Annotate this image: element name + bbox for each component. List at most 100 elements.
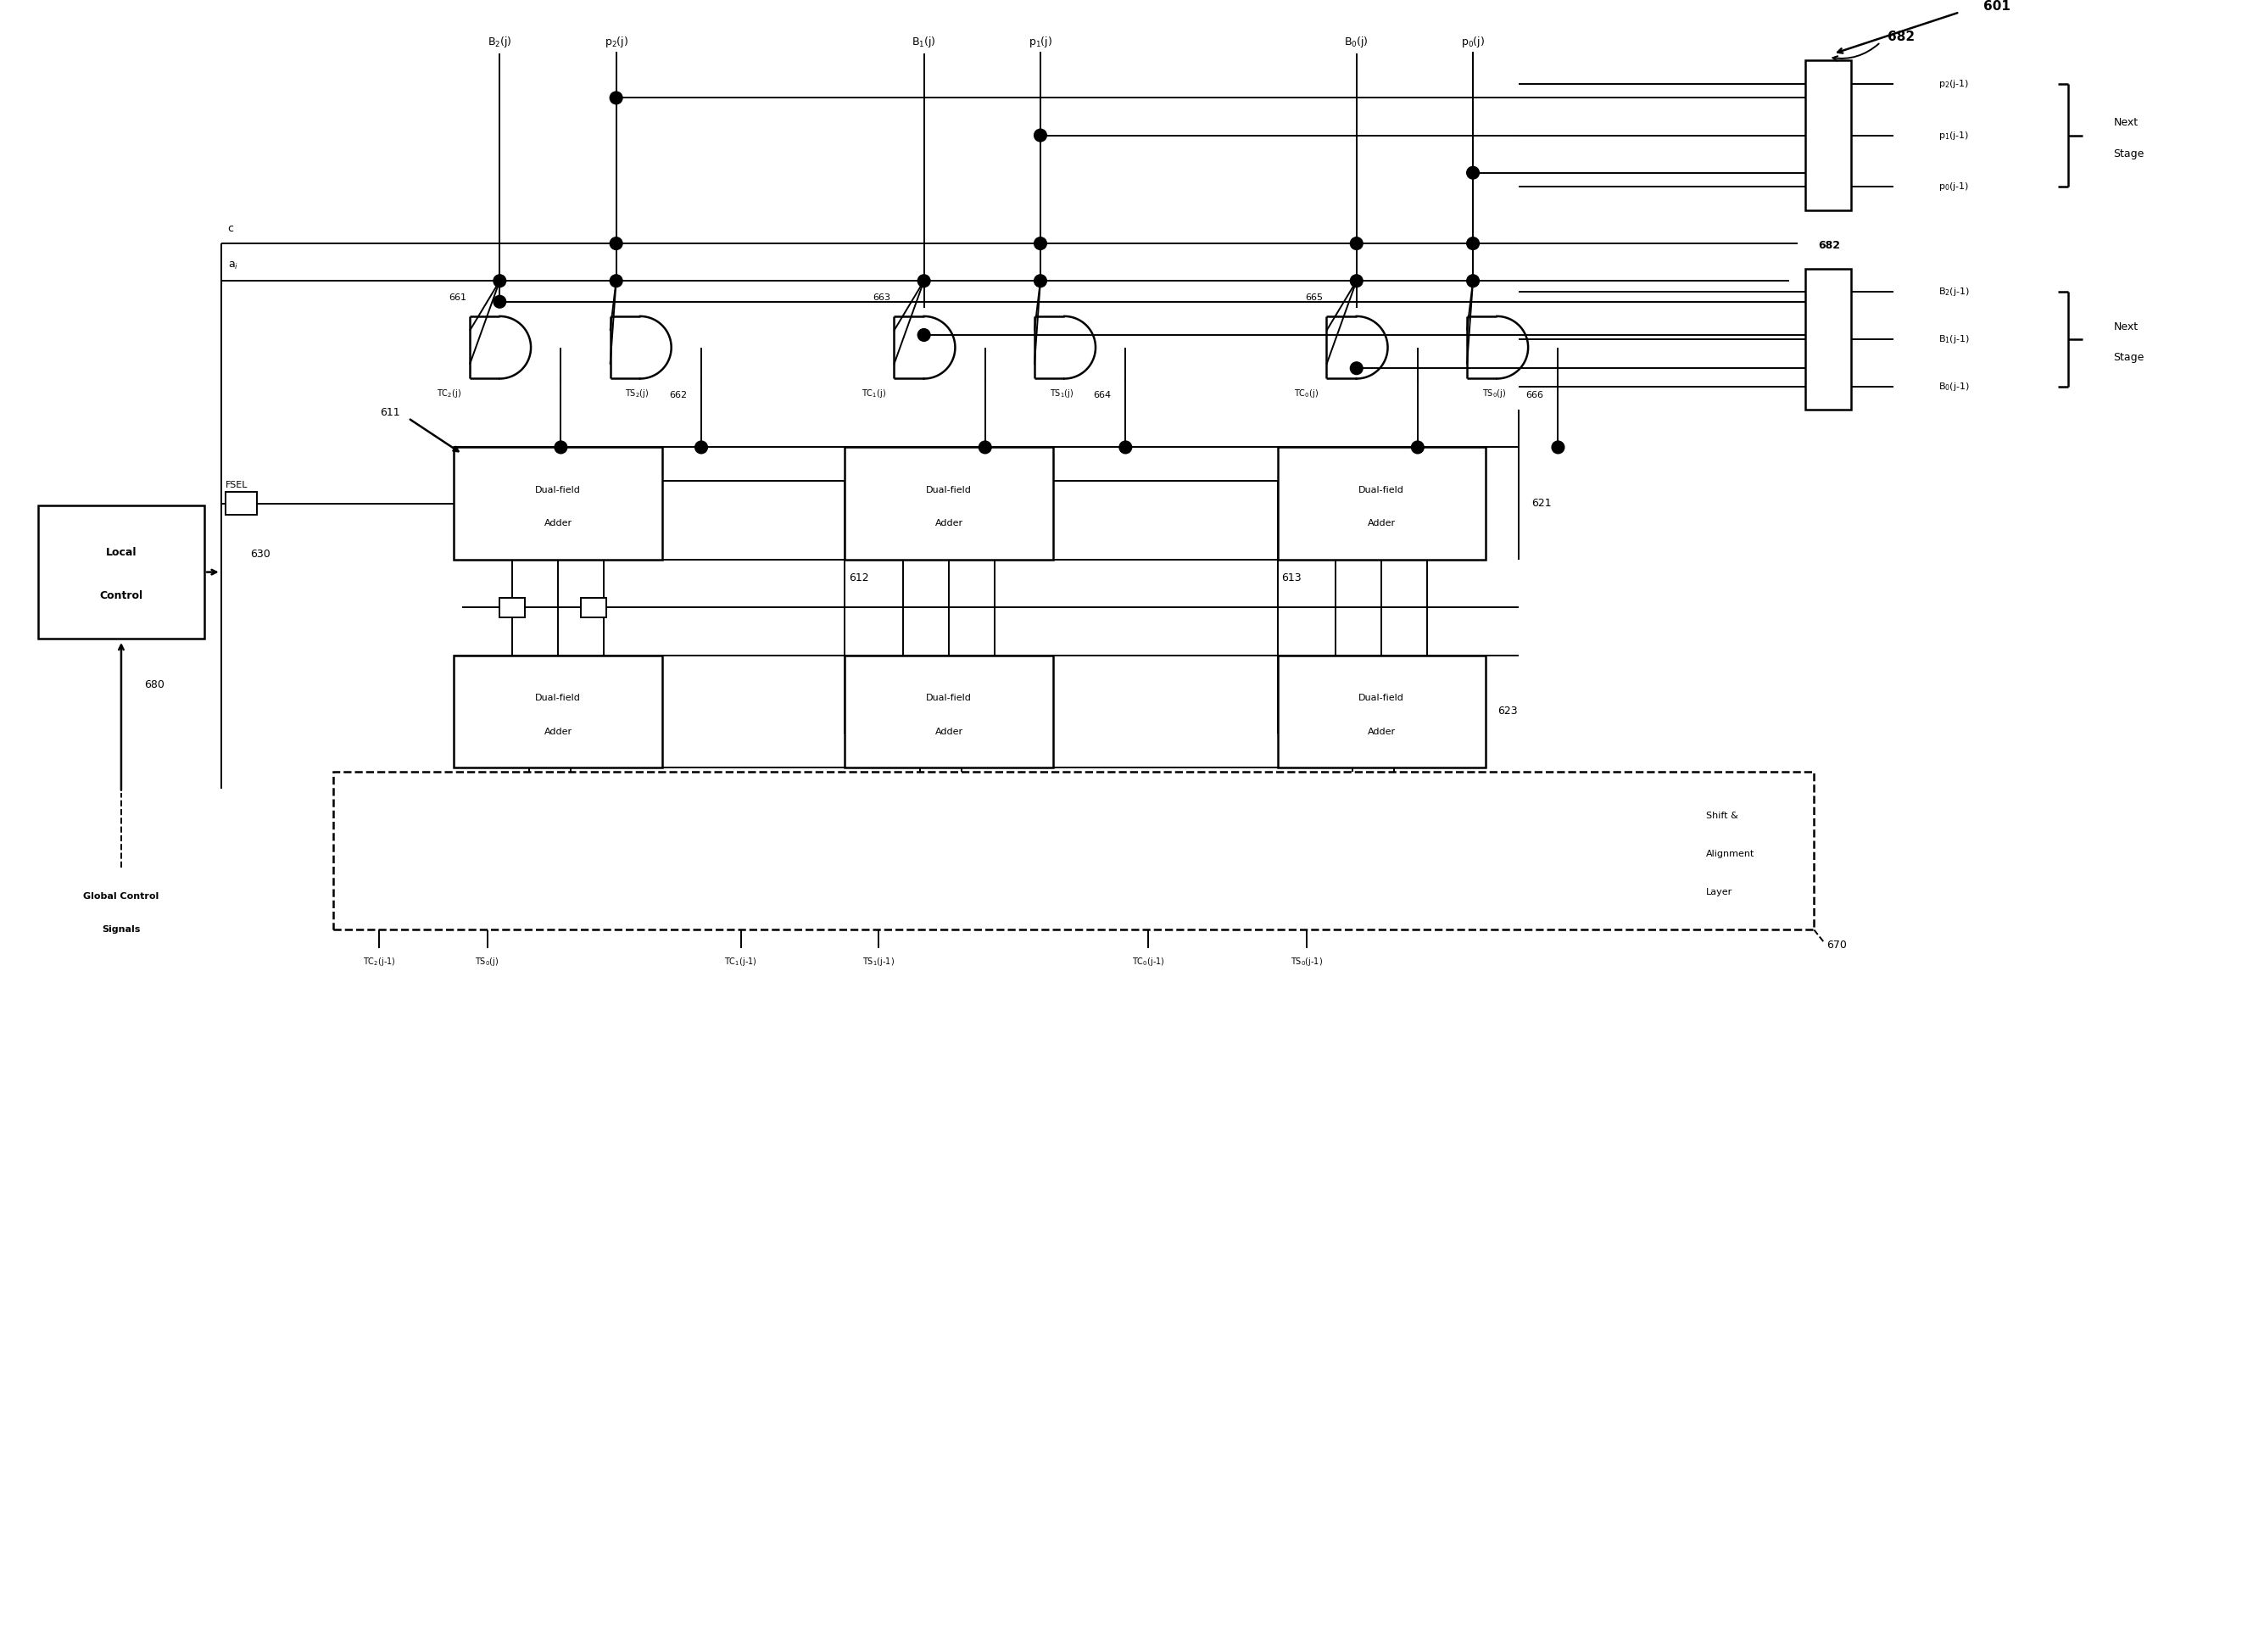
Bar bbox=[500, 786, 525, 806]
Text: B$_2$(j): B$_2$(j) bbox=[487, 35, 511, 50]
Circle shape bbox=[1467, 167, 1480, 178]
Bar bbox=[453, 656, 662, 768]
Bar bbox=[453, 448, 662, 560]
Text: B$_2$(j-1): B$_2$(j-1) bbox=[1940, 286, 1969, 297]
Text: B$_0$(j): B$_0$(j) bbox=[1345, 35, 1370, 50]
Text: Global Control: Global Control bbox=[83, 892, 160, 900]
Bar bbox=[1805, 268, 1852, 410]
Text: TS$_2$(j): TS$_2$(j) bbox=[624, 388, 649, 400]
Text: Shift &: Shift & bbox=[1706, 811, 1737, 821]
Bar bbox=[845, 448, 1052, 560]
Circle shape bbox=[978, 441, 991, 454]
Text: 664: 664 bbox=[1093, 392, 1111, 400]
Text: Next: Next bbox=[2113, 117, 2138, 129]
Text: 670: 670 bbox=[1827, 940, 1847, 950]
Text: Adder: Adder bbox=[1368, 727, 1395, 735]
Text: Dual-field: Dual-field bbox=[536, 694, 581, 702]
Text: FSEL: FSEL bbox=[225, 481, 248, 489]
Text: Local: Local bbox=[106, 547, 137, 558]
Text: Stage: Stage bbox=[2113, 352, 2145, 363]
Text: 611: 611 bbox=[381, 406, 399, 418]
Text: 613: 613 bbox=[1282, 572, 1302, 583]
Text: Dual-field: Dual-field bbox=[1359, 486, 1404, 494]
Text: Adder: Adder bbox=[543, 519, 572, 529]
Text: 666: 666 bbox=[1525, 392, 1543, 400]
Text: c: c bbox=[228, 223, 234, 235]
Text: 661: 661 bbox=[448, 294, 466, 302]
Text: p$_0$(j-1): p$_0$(j-1) bbox=[1940, 182, 1969, 193]
Text: a$_i$: a$_i$ bbox=[228, 261, 239, 271]
Bar bbox=[333, 771, 1814, 930]
Text: 621: 621 bbox=[1532, 497, 1552, 509]
Circle shape bbox=[1120, 441, 1131, 454]
Text: B$_0$(j-1): B$_0$(j-1) bbox=[1940, 380, 1969, 393]
Bar bbox=[1277, 448, 1485, 560]
Circle shape bbox=[493, 274, 507, 287]
Circle shape bbox=[611, 91, 622, 104]
Text: TS$_1$(j-1): TS$_1$(j-1) bbox=[863, 955, 894, 968]
Text: p$_1$(j-1): p$_1$(j-1) bbox=[1940, 129, 1969, 140]
Text: Adder: Adder bbox=[543, 727, 572, 735]
Text: Adder: Adder bbox=[935, 519, 962, 529]
Text: 680: 680 bbox=[144, 679, 164, 691]
Text: Adder: Adder bbox=[1368, 519, 1395, 529]
Text: 615: 615 bbox=[980, 785, 1000, 796]
Text: Stage: Stage bbox=[2113, 149, 2145, 159]
Text: 623: 623 bbox=[1498, 705, 1519, 717]
Text: TC$_1$(j-1): TC$_1$(j-1) bbox=[725, 955, 757, 968]
Circle shape bbox=[1034, 129, 1048, 142]
Bar bbox=[500, 598, 525, 618]
Circle shape bbox=[1410, 441, 1424, 454]
Circle shape bbox=[1034, 274, 1048, 287]
Text: Adder: Adder bbox=[935, 727, 962, 735]
Text: TS$_1$(j): TS$_1$(j) bbox=[1050, 388, 1072, 400]
Circle shape bbox=[694, 441, 707, 454]
Circle shape bbox=[1350, 362, 1363, 375]
Text: Dual-field: Dual-field bbox=[1359, 694, 1404, 702]
Bar bbox=[581, 598, 606, 618]
Circle shape bbox=[917, 329, 930, 342]
Text: 682: 682 bbox=[1888, 31, 1915, 43]
Text: TC$_2$(j): TC$_2$(j) bbox=[437, 388, 462, 400]
Text: p$_2$(j-1): p$_2$(j-1) bbox=[1940, 78, 1969, 89]
Circle shape bbox=[493, 296, 507, 307]
Text: 616: 616 bbox=[1030, 785, 1050, 796]
Bar bbox=[1277, 656, 1485, 768]
Bar bbox=[1805, 61, 1852, 210]
Circle shape bbox=[1350, 238, 1363, 249]
Text: TC$_1$(j): TC$_1$(j) bbox=[861, 388, 885, 400]
Circle shape bbox=[1552, 441, 1564, 454]
Text: Dual-field: Dual-field bbox=[926, 486, 971, 494]
Text: 614: 614 bbox=[647, 785, 667, 796]
Text: p$_0$(j): p$_0$(j) bbox=[1460, 35, 1485, 50]
Text: Dual-field: Dual-field bbox=[536, 486, 581, 494]
Circle shape bbox=[1467, 238, 1480, 249]
Text: 665: 665 bbox=[1304, 294, 1323, 302]
Text: B$_1$(j-1): B$_1$(j-1) bbox=[1940, 334, 1969, 345]
Text: TS$_0$(j): TS$_0$(j) bbox=[1482, 388, 1505, 400]
Text: 663: 663 bbox=[872, 294, 890, 302]
Text: 601: 601 bbox=[1983, 0, 2010, 13]
Bar bbox=[225, 492, 257, 515]
Bar bbox=[38, 506, 205, 639]
Circle shape bbox=[917, 274, 930, 287]
Text: Dual-field: Dual-field bbox=[926, 694, 971, 702]
Text: Layer: Layer bbox=[1706, 887, 1733, 895]
Text: p$_1$(j): p$_1$(j) bbox=[1027, 35, 1052, 50]
Circle shape bbox=[1467, 274, 1480, 287]
Text: 630: 630 bbox=[250, 548, 270, 560]
Text: Next: Next bbox=[2113, 320, 2138, 332]
Text: TS$_0$(j-1): TS$_0$(j-1) bbox=[1291, 955, 1323, 968]
Circle shape bbox=[554, 441, 568, 454]
Circle shape bbox=[611, 274, 622, 287]
Text: Signals: Signals bbox=[101, 925, 140, 933]
Text: p$_2$(j): p$_2$(j) bbox=[604, 35, 629, 50]
Circle shape bbox=[1034, 238, 1048, 249]
Text: Alignment: Alignment bbox=[1706, 849, 1755, 857]
Text: 662: 662 bbox=[669, 392, 687, 400]
Text: TC$_0$(j-1): TC$_0$(j-1) bbox=[1133, 955, 1165, 968]
Text: TS$_0$(j): TS$_0$(j) bbox=[475, 955, 500, 968]
Text: TC$_2$(j-1): TC$_2$(j-1) bbox=[363, 955, 397, 968]
Circle shape bbox=[611, 238, 622, 249]
Text: Control: Control bbox=[99, 590, 142, 601]
